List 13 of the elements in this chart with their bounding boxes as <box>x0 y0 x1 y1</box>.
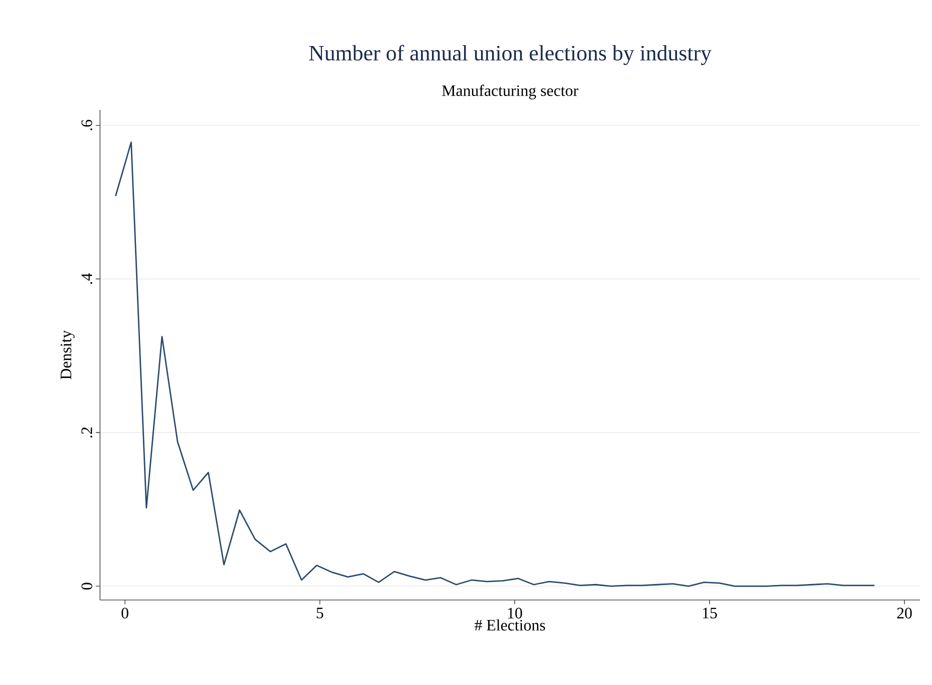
y-tick-label: 0 <box>81 582 92 590</box>
x-axis-title: # Elections <box>474 619 546 631</box>
x-tick-label: 20 <box>897 608 912 619</box>
y-tick-label: .2 <box>81 427 92 438</box>
y-axis-title: Density <box>60 330 75 380</box>
x-tick-label: 15 <box>702 608 717 618</box>
chart-subtitle: Manufacturing sector <box>442 84 578 100</box>
x-tick-label: 5 <box>316 608 324 618</box>
y-tick-label: .6 <box>81 120 92 130</box>
x-tick-label: 10 <box>508 608 522 619</box>
y-tick-label: .4 <box>82 273 92 284</box>
x-tick-label: 0 <box>122 608 128 619</box>
chart-title: Number of annual union elections by industry <box>309 44 712 66</box>
